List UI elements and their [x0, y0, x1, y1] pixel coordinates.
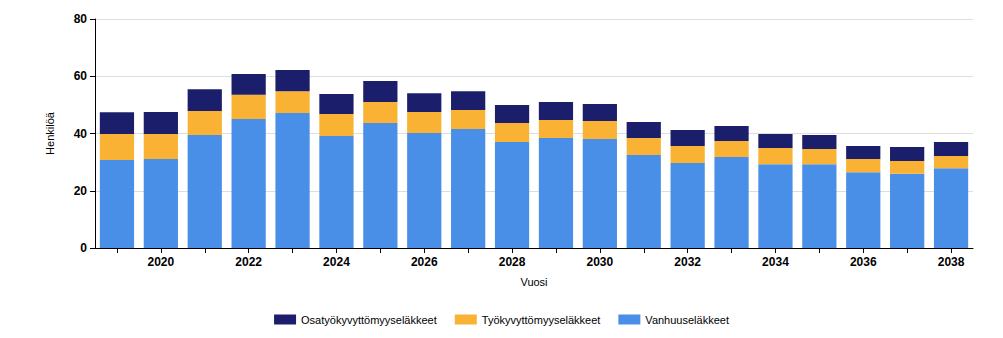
svg-text:40: 40 — [74, 127, 88, 141]
svg-text:2020: 2020 — [147, 255, 174, 269]
svg-text:2038: 2038 — [938, 255, 965, 269]
svg-text:2034: 2034 — [762, 255, 789, 269]
svg-text:20: 20 — [74, 184, 88, 198]
svg-text:Vanhuuseläkkeet: Vanhuuseläkkeet — [645, 314, 729, 326]
svg-text:Henkilöä: Henkilöä — [44, 111, 56, 155]
svg-text:Työkyvyttömyyseläkkeet: Työkyvyttömyyseläkkeet — [482, 314, 601, 326]
svg-text:80: 80 — [74, 12, 88, 26]
svg-text:Vuosi: Vuosi — [520, 276, 547, 288]
svg-text:2028: 2028 — [499, 255, 526, 269]
svg-text:2026: 2026 — [411, 255, 438, 269]
svg-text:60: 60 — [74, 69, 88, 83]
svg-text:0: 0 — [80, 241, 87, 255]
svg-text:2036: 2036 — [850, 255, 877, 269]
svg-text:2032: 2032 — [674, 255, 701, 269]
svg-text:2022: 2022 — [235, 255, 262, 269]
svg-text:2030: 2030 — [586, 255, 613, 269]
svg-text:2024: 2024 — [323, 255, 350, 269]
svg-text:Osatyökyvyttömyyseläkkeet: Osatyökyvyttömyyseläkkeet — [301, 314, 437, 326]
